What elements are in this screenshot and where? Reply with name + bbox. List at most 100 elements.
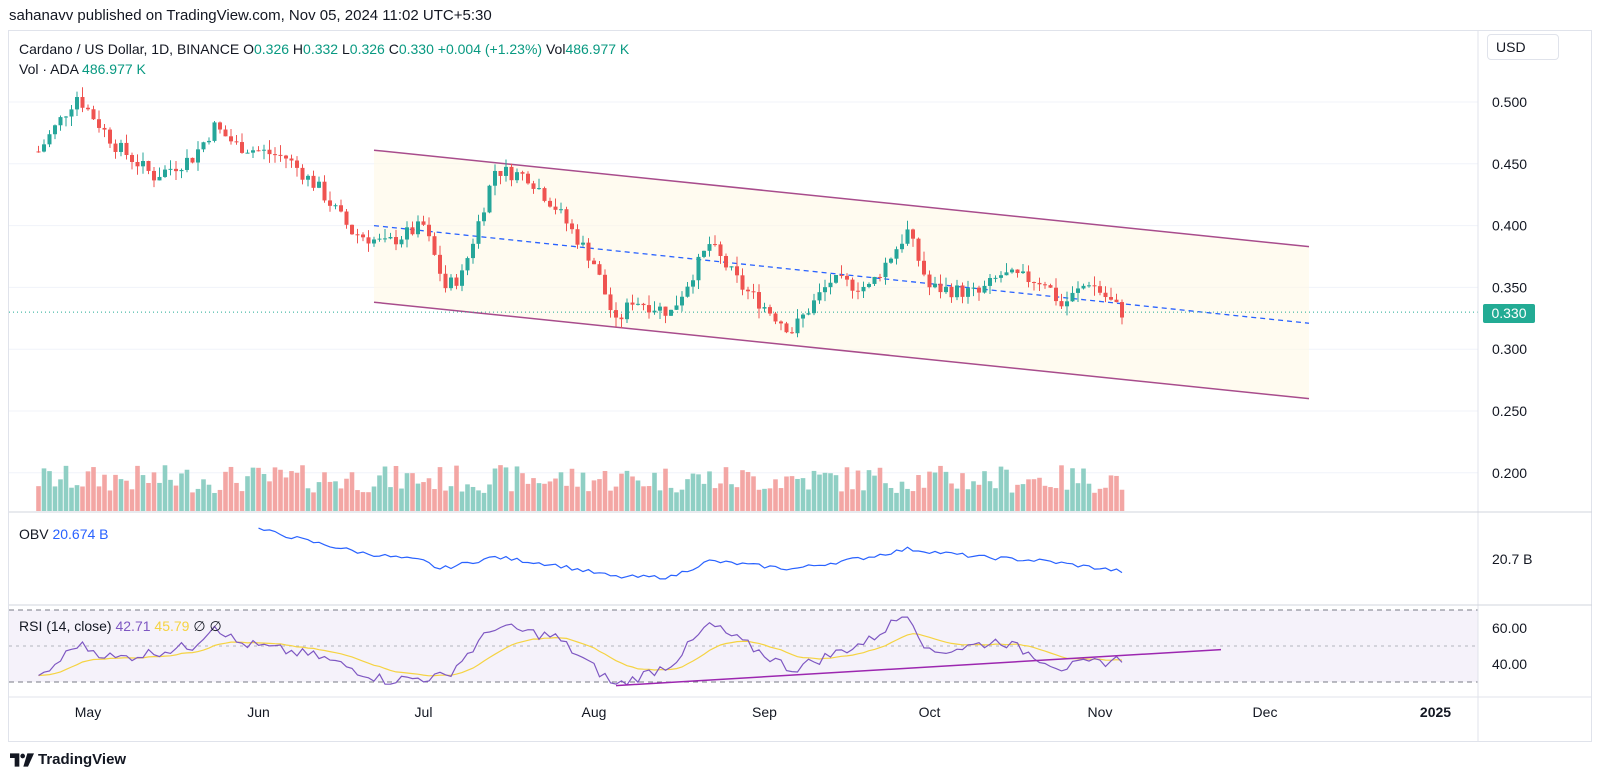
candle-body: [905, 229, 910, 244]
volume-bar: [993, 488, 998, 511]
volume-bar: [531, 478, 536, 511]
candle-body: [889, 258, 893, 263]
volume-bar: [311, 492, 316, 511]
volume-bar: [410, 473, 415, 511]
currency-button[interactable]: USD: [1487, 34, 1559, 60]
volume-bar: [179, 473, 184, 511]
rsi-label[interactable]: RSI (14, close): [19, 618, 112, 634]
time-tick-label: Nov: [1088, 704, 1113, 720]
volume-bar: [844, 467, 850, 511]
volume-bar: [751, 476, 756, 511]
volume-bar: [762, 488, 767, 511]
volume-bar: [525, 483, 531, 511]
candle-body: [113, 143, 118, 152]
volume-bar: [217, 489, 223, 511]
volume-bar: [811, 470, 817, 511]
candle-body: [361, 234, 365, 238]
volume-bar: [327, 481, 333, 511]
volume-bar: [800, 478, 806, 511]
volume-bar: [360, 492, 366, 511]
tradingview-brand[interactable]: TradingView: [38, 751, 127, 768]
candle-body: [311, 175, 316, 188]
time-tick-label: 2025: [1420, 704, 1451, 720]
volume-bar: [690, 473, 696, 511]
volume-bar: [943, 471, 949, 511]
candle-body: [394, 237, 398, 245]
symbol-title[interactable]: Cardano / US Dollar, 1D, BINANCE: [19, 41, 240, 57]
volume-bar: [646, 486, 652, 511]
time-tick-label: Sep: [752, 704, 777, 720]
candle-body: [1059, 301, 1064, 307]
candle-body: [691, 280, 695, 287]
candle-body: [773, 313, 778, 322]
rsi-ma-line: [38, 633, 1123, 677]
volume-bar: [41, 468, 47, 511]
volume-bar: [520, 473, 525, 511]
candle-body: [163, 169, 167, 177]
volume-bar: [1092, 492, 1097, 511]
candle-body: [284, 155, 288, 159]
candle-body: [350, 224, 354, 235]
candle-body: [476, 221, 481, 244]
candle-body: [707, 244, 712, 251]
volume-bar: [767, 488, 773, 511]
volume-bar: [190, 492, 195, 511]
volume-bar: [806, 489, 811, 511]
candle-body: [894, 249, 899, 259]
candle-body: [630, 302, 635, 305]
candle-body: [1048, 285, 1053, 288]
volume-bar: [184, 469, 190, 511]
vol-indicator-label[interactable]: Vol · ADA: [19, 61, 79, 77]
rsi-tick-label: 40.00: [1492, 656, 1527, 672]
candle-body: [735, 266, 739, 276]
volume-bar: [619, 473, 624, 511]
candle-body: [614, 310, 618, 318]
obv-label[interactable]: OBV: [19, 526, 49, 542]
volume-bar: [151, 472, 157, 511]
candle-body: [460, 270, 464, 286]
candle-body: [174, 168, 178, 172]
volume-bar: [729, 484, 734, 511]
candle-body: [971, 287, 976, 289]
volume-bar: [817, 474, 822, 511]
volume-bar: [1081, 468, 1086, 511]
candle-body: [878, 276, 882, 278]
candle-body: [42, 144, 46, 152]
volume-bar: [107, 490, 113, 511]
last-price-tag: 0.330: [1483, 304, 1535, 323]
time-tick-label: Jul: [415, 704, 433, 720]
volume-bar: [223, 471, 228, 511]
candle-body: [1037, 282, 1042, 285]
price-tick-label: 0.250: [1492, 403, 1527, 419]
candle-body: [625, 302, 629, 320]
volume-bar: [982, 471, 987, 511]
candle-body: [256, 150, 261, 152]
candle-body: [993, 277, 998, 279]
volume-bar: [294, 472, 300, 511]
candle-body: [608, 294, 613, 311]
volume-bar: [740, 470, 745, 511]
volume-bar: [316, 482, 322, 511]
volume-bar: [745, 471, 751, 511]
volume-bar: [212, 492, 217, 511]
volume-bar: [861, 490, 866, 511]
obv-axis-label: 20.7 B: [1492, 551, 1532, 567]
volume-bar: [591, 480, 597, 511]
volume-bar: [707, 471, 712, 511]
candle-body: [427, 224, 431, 237]
candle-body: [295, 160, 299, 168]
volume-bar: [476, 490, 481, 511]
candle-body: [955, 285, 959, 298]
volume-bar: [399, 488, 404, 511]
volume-bar: [278, 469, 283, 511]
candle-body: [663, 306, 668, 316]
candle-body: [845, 275, 849, 280]
candle-body: [1070, 292, 1075, 302]
volume-bar: [157, 482, 162, 511]
candle-body: [1081, 285, 1086, 289]
volume-bar: [338, 488, 344, 511]
volume-bar: [987, 481, 993, 511]
candle-body: [443, 273, 448, 289]
candle-body: [674, 305, 679, 310]
